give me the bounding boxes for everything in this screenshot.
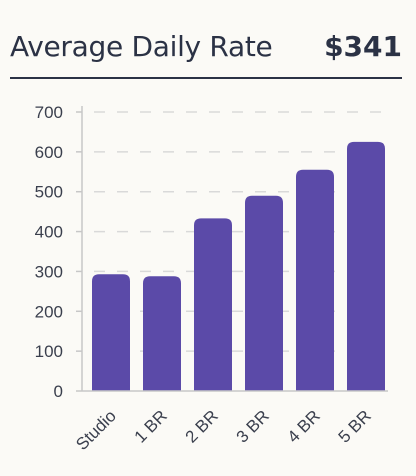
y-tick-label: 700 — [35, 103, 63, 122]
grid-layer — [94, 111, 382, 352]
average-rate-value: $341 — [324, 29, 402, 63]
bar-studio[interactable] — [92, 274, 130, 391]
bar-1-br[interactable] — [143, 276, 181, 391]
y-tick-label: 500 — [35, 183, 63, 202]
bar-3-br[interactable] — [245, 195, 283, 391]
x-tick-label: 1 BR — [131, 406, 171, 446]
header-divider — [10, 77, 402, 79]
y-tick-label: 100 — [35, 342, 63, 361]
x-tick-label: 2 BR — [182, 406, 222, 446]
axis-layer — [76, 106, 388, 392]
y-tick-label: 200 — [35, 302, 63, 321]
y-tick-label: 0 — [54, 382, 63, 401]
x-tick-label: 3 BR — [233, 406, 273, 446]
x-tick-label: Studio — [72, 406, 120, 454]
x-tick-label: 5 BR — [335, 406, 375, 446]
x-tick-label: 4 BR — [284, 406, 324, 446]
bar-layer — [92, 141, 385, 391]
widget-header: Average Daily Rate $341 — [10, 24, 402, 68]
bar-2-br[interactable] — [194, 218, 232, 391]
bar-4-br[interactable] — [296, 169, 334, 391]
bar-5-br[interactable] — [347, 141, 385, 391]
y-tick-label: 400 — [35, 223, 63, 242]
widget-title: Average Daily Rate — [10, 29, 273, 63]
y-tick-label: 300 — [35, 262, 63, 281]
y-tick-label: 600 — [35, 143, 63, 162]
